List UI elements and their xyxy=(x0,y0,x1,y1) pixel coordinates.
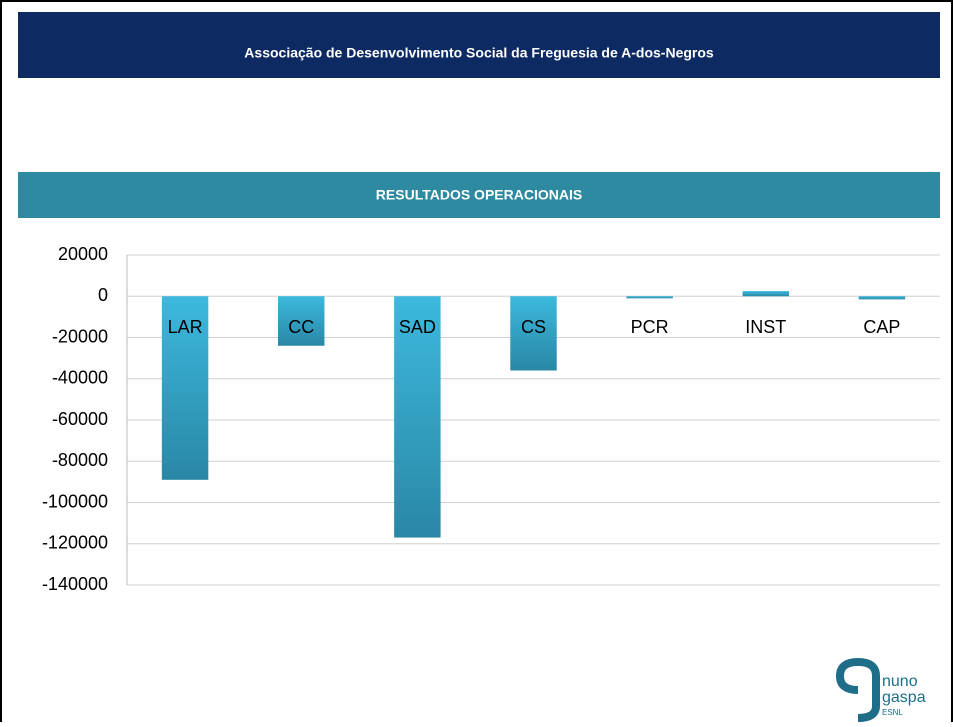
chart-title: RESULTADOS OPERACIONAIS xyxy=(376,187,582,203)
chart-banner xyxy=(18,172,940,218)
logo-mark xyxy=(835,657,880,722)
y-tick-label: -100000 xyxy=(42,491,108,511)
y-tick-label: -60000 xyxy=(52,409,108,429)
y-tick-label: -20000 xyxy=(52,326,108,346)
x-tick-label: CC xyxy=(288,317,314,337)
header-title: Associação de Desenvolvimento Social da … xyxy=(244,45,714,61)
x-tick-label: LAR xyxy=(168,317,203,337)
bar xyxy=(277,296,325,346)
y-tick-label: -120000 xyxy=(42,533,108,553)
logo-text: ESNL xyxy=(882,708,903,717)
y-tick-label: -140000 xyxy=(42,574,108,594)
bar xyxy=(161,296,209,480)
x-tick-label: INST xyxy=(745,317,786,337)
x-tick-label: CS xyxy=(521,317,546,337)
bar xyxy=(626,296,673,299)
y-tick-label: -80000 xyxy=(52,450,108,470)
x-tick-label: CAP xyxy=(863,317,900,337)
y-tick-label: 20000 xyxy=(58,244,108,264)
bar xyxy=(394,296,441,538)
bar xyxy=(510,296,557,371)
y-tick-label: 0 xyxy=(98,285,108,305)
bar xyxy=(858,296,906,300)
logo: nuno gaspa ESNL xyxy=(835,657,926,722)
x-tick-label: PCR xyxy=(631,317,669,337)
logo-text: nuno xyxy=(882,673,918,690)
x-tick-label: SAD xyxy=(399,317,436,337)
header-banner xyxy=(18,12,940,78)
logo-text: gaspa xyxy=(882,689,926,706)
y-tick-label: -40000 xyxy=(52,368,108,388)
bar xyxy=(742,291,790,297)
